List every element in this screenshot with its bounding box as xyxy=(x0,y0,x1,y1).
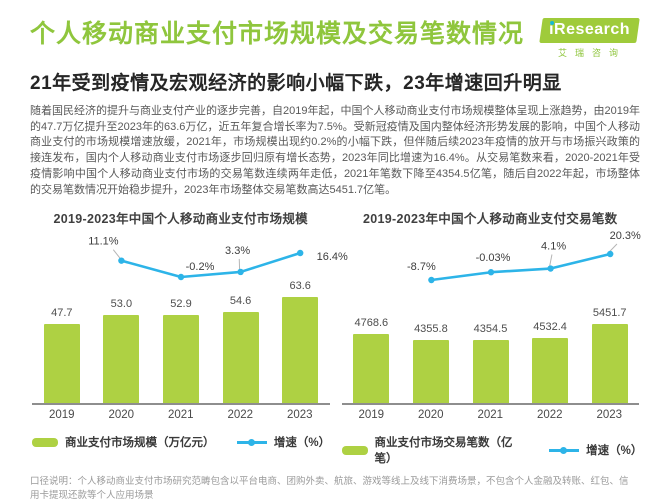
growth-label: 20.3% xyxy=(609,230,640,242)
iresearch-logo-cn: 艾瑞咨询 xyxy=(557,48,626,58)
bar-value-label: 4768.6 xyxy=(354,317,389,330)
iresearch-logo: iResearch 艾瑞咨询 xyxy=(537,18,641,59)
bar-2023 xyxy=(591,324,628,404)
line-point xyxy=(118,257,125,265)
logo-brand-text: Research xyxy=(553,21,630,38)
legend: 商业支付市场交易笔数（亿笔） 增速（%） xyxy=(341,434,643,466)
line-point xyxy=(487,269,494,276)
x-axis-label: 2020 xyxy=(108,409,135,422)
growth-line xyxy=(121,252,301,279)
bar-2023 xyxy=(282,297,319,404)
x-axis-label: 2022 xyxy=(536,409,563,422)
line-point xyxy=(606,251,613,258)
x-axis-label: 2020 xyxy=(417,409,444,422)
legend-bar-label: 商业支付市场规模（万亿元） xyxy=(65,437,215,450)
bar-value-label: 52.9 xyxy=(170,298,192,311)
legend-bar-swatch-icon xyxy=(341,445,368,455)
line-point xyxy=(237,269,244,276)
legend: 商业支付市场规模（万亿元） 增速（%） xyxy=(32,434,330,450)
bar-2021 xyxy=(472,340,509,404)
bar-value-label: 5451.7 xyxy=(592,307,627,320)
bar-2019 xyxy=(43,323,80,404)
bar-2020 xyxy=(103,314,140,404)
chart-title: 2019-2023年中国个人移动商业支付交易笔数 xyxy=(363,212,618,227)
growth-label: 4.1% xyxy=(541,241,566,253)
x-axis-label: 2023 xyxy=(286,409,313,422)
footer: 口径说明：个人移动商业支付市场研究范畴包含以平台电商、团购外卖、航旅、游戏等线上… xyxy=(30,475,637,500)
x-axis-label: 2023 xyxy=(596,409,623,422)
growth-line-layer: 11.1% -0.2% 3.3% 16.4% xyxy=(88,236,348,281)
plot: 47.7 53.0 52.9 54.6 63.6 11.1% -0.2% 3.3% 16.4% xyxy=(32,231,348,406)
body-paragraph: 随着国民经济的提升与商业支付产业的逐步完善，自2019年起，中国个人移动商业支付… xyxy=(30,105,640,196)
x-axis: 2019 2020 2021 2022 2023 xyxy=(32,409,330,421)
bar-value-label: 63.6 xyxy=(289,280,311,293)
bar-value-label: 53.0 xyxy=(110,297,133,310)
growth-line-layer: -8.7% -0.03% 4.1% 20.3% xyxy=(407,230,641,284)
chart-title: 2019-2023年中国个人移动商业支付市场规模 xyxy=(53,212,308,227)
bar-value-label: 4532.4 xyxy=(533,320,567,333)
footer-note-caliber: 口径说明：个人移动商业支付市场研究范畴包含以平台电商、团购外卖、航旅、游戏等线上… xyxy=(30,476,629,500)
leader-line xyxy=(112,249,121,260)
line-point xyxy=(546,265,554,273)
line-point xyxy=(297,250,304,257)
page-subtitle: 21年受到疫情及宏观经济的影响小幅下跌，23年增速回升明显 xyxy=(30,73,562,94)
charts-row: 2019-2023年中国个人移动商业支付市场规模 47.7 53.0 52.9 54.… xyxy=(26,208,645,466)
bar-2020 xyxy=(412,340,449,404)
bar-value-label: 47.7 xyxy=(51,306,73,319)
header: 个人移动商业支付市场规模及交易笔数情况 iResearch 艾瑞咨询 xyxy=(0,0,667,59)
growth-label: -0.03% xyxy=(475,253,510,265)
legend-line-label: 增速（%） xyxy=(586,445,643,458)
growth-label: 16.4% xyxy=(317,251,348,263)
bar-2022 xyxy=(532,337,569,404)
legend-bar-swatch-icon xyxy=(32,437,58,447)
bar-value-label: 54.6 xyxy=(229,295,252,308)
page-title: 个人移动商业支付市场规模及交易笔数情况 xyxy=(30,20,525,48)
bar-value-label: 4355.8 xyxy=(414,323,448,336)
iresearch-logo-text: iResearch xyxy=(549,21,630,39)
bar-2022 xyxy=(222,312,259,404)
legend-line-swatch-icon xyxy=(236,438,267,445)
x-axis-label: 2021 xyxy=(167,409,194,422)
legend-line-label: 增速（%） xyxy=(273,437,331,450)
chart-market-size: 2019-2023年中国个人移动商业支付市场规模 47.7 53.0 52.9 54.… xyxy=(26,208,348,466)
bar-2021 xyxy=(163,315,199,404)
legend-line-swatch-icon xyxy=(549,446,580,453)
growth-label: 3.3% xyxy=(225,245,250,257)
chart-transaction-count: 2019-2023年中国个人移动商业支付交易笔数 4768.6 4355.8 435… xyxy=(336,208,646,466)
growth-label: -8.7% xyxy=(407,261,436,273)
line-point xyxy=(427,277,435,284)
iresearch-logo-badge: iResearch xyxy=(538,18,640,43)
line-point xyxy=(177,274,185,281)
x-axis: 2019 2020 2021 2022 2023 xyxy=(342,409,640,421)
leader-line xyxy=(608,243,617,253)
legend-bar-label: 商业支付市场交易笔数（亿笔） xyxy=(374,437,513,466)
plot: 4768.6 4355.8 4354.5 4532.4 5451.7 -8.7% -0.03… xyxy=(341,230,641,406)
x-axis-label: 2019 xyxy=(48,409,75,422)
bar-value-label: 4354.5 xyxy=(473,323,508,336)
x-axis-label: 2022 xyxy=(227,409,254,422)
growth-label: -0.2% xyxy=(186,261,215,273)
x-axis-label: 2021 xyxy=(477,409,504,422)
x-axis-label: 2019 xyxy=(358,409,385,422)
growth-label: 11.1% xyxy=(88,236,119,248)
growth-line xyxy=(430,253,611,282)
bar-2019 xyxy=(353,334,390,404)
logo-i-dot-icon: i xyxy=(548,21,554,38)
leader-line xyxy=(548,254,552,267)
